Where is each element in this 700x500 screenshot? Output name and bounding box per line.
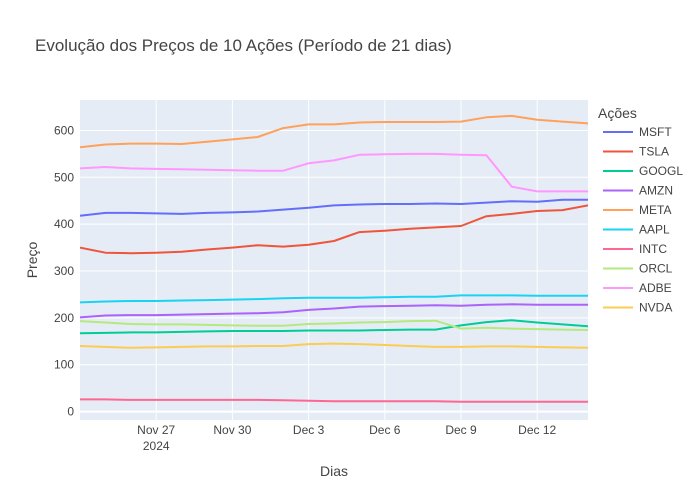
legend-label-tsla[interactable]: TSLA <box>639 145 669 159</box>
x-axis-ticks: Nov 27 2024 Nov 30 Dec 3 Dec 6 Dec 9 Dec 12 <box>137 423 556 453</box>
series-line-msft[interactable] <box>80 198 588 217</box>
legend-label-meta[interactable]: META <box>639 203 671 217</box>
y-axis-ticks: 0 100 200 300 400 500 600 <box>54 123 74 418</box>
legend-label-googl[interactable]: GOOGL <box>639 164 683 178</box>
x-tick-label: Dec 12 <box>518 423 556 437</box>
y-tick-label: 600 <box>54 123 74 137</box>
y-tick-label: 0 <box>67 405 74 419</box>
legend-label-aapl[interactable]: AAPL <box>639 223 670 237</box>
y-tick-label: 100 <box>54 358 74 372</box>
series-layer <box>80 114 588 403</box>
x-tick-label: Dec 9 <box>445 423 477 437</box>
x-tick-label: Dec 3 <box>293 423 325 437</box>
y-tick-label: 500 <box>54 170 74 184</box>
y-axis-title: Preço <box>24 242 40 279</box>
y-tick-label: 200 <box>54 311 74 325</box>
x-tick-label: Nov 30 <box>213 423 251 437</box>
legend-label-orcl[interactable]: ORCL <box>639 262 673 276</box>
legend-label-intc[interactable]: INTC <box>639 242 667 256</box>
series-line-googl[interactable] <box>80 319 588 335</box>
plot-area <box>80 100 588 420</box>
x-axis-title: Dias <box>320 463 348 479</box>
series-line-orcl[interactable] <box>80 319 588 331</box>
y-tick-label: 300 <box>54 264 74 278</box>
series-line-adbe[interactable] <box>80 152 588 193</box>
legend-title: Ações <box>598 105 637 121</box>
series-line-intc[interactable] <box>80 398 588 403</box>
legend: Ações MSFT TSLA GOOGL AMZN META AAPL INTC ORCL A… <box>598 105 683 315</box>
series-line-amzn[interactable] <box>80 303 588 319</box>
series-line-nvda[interactable] <box>80 342 588 349</box>
y-tick-label: 400 <box>54 217 74 231</box>
legend-label-msft[interactable]: MSFT <box>639 125 672 139</box>
x-tick-sublabel: 2024 <box>143 439 170 453</box>
legend-label-amzn[interactable]: AMZN <box>639 184 673 198</box>
series-line-aapl[interactable] <box>80 294 588 304</box>
x-tick-label: Nov 27 <box>137 423 175 437</box>
grid-lines <box>80 100 588 420</box>
legend-label-adbe[interactable]: ADBE <box>639 281 672 295</box>
series-line-tsla[interactable] <box>80 204 588 255</box>
series-line-meta[interactable] <box>80 114 588 149</box>
x-tick-label: Dec 6 <box>369 423 401 437</box>
legend-label-nvda[interactable]: NVDA <box>639 301 672 315</box>
chart-title: Evolução dos Preços de 10 Ações (Período… <box>35 36 452 55</box>
